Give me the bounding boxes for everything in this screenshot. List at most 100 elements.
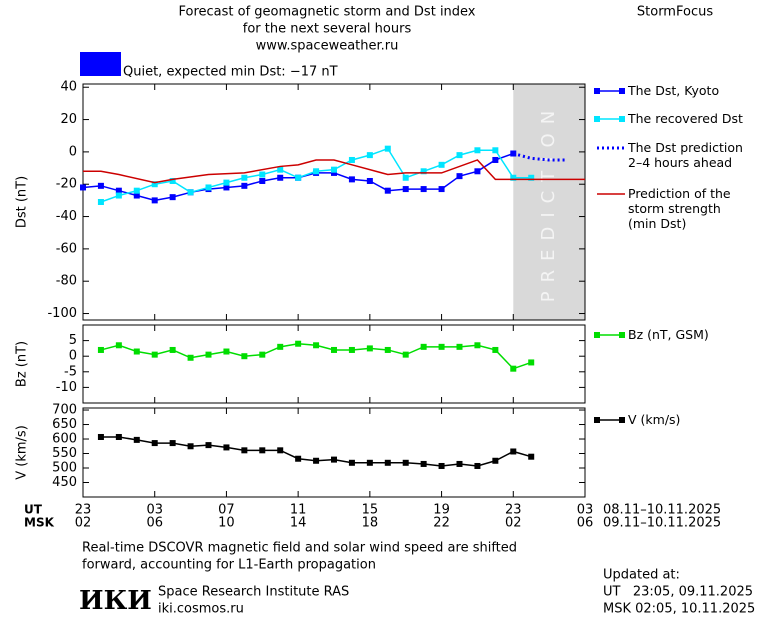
y-axis-title: Dst (nT) bbox=[15, 176, 30, 228]
marker bbox=[151, 197, 158, 204]
marker bbox=[187, 189, 194, 196]
marker bbox=[205, 184, 212, 191]
marker bbox=[295, 340, 302, 347]
marker bbox=[420, 343, 427, 350]
marker bbox=[169, 194, 176, 201]
marker bbox=[456, 152, 463, 159]
legend-marker bbox=[619, 332, 625, 338]
marker bbox=[241, 447, 248, 454]
marker bbox=[331, 169, 337, 176]
marker bbox=[259, 171, 266, 178]
title: for the next several hours bbox=[243, 22, 412, 37]
marker bbox=[528, 359, 535, 366]
y-tick-label: 0 bbox=[69, 349, 77, 364]
institute-url: iki.cosmos.ru bbox=[158, 602, 244, 617]
marker bbox=[115, 192, 122, 199]
marker bbox=[438, 161, 445, 168]
marker bbox=[402, 351, 409, 358]
y-tick-label: -60 bbox=[56, 241, 77, 256]
y-tick-label: 600 bbox=[52, 432, 77, 447]
y-axis-title: Bz (nT) bbox=[15, 341, 30, 387]
legend-marker bbox=[619, 116, 625, 122]
panel-frame bbox=[82, 324, 586, 404]
legend-label: The recovered Dst bbox=[628, 111, 743, 126]
date-range: 08.11–10.11.2025 bbox=[603, 503, 721, 518]
series-line bbox=[83, 159, 585, 184]
y-tick-label: 0 bbox=[69, 144, 77, 159]
y-tick-label: -20 bbox=[56, 177, 77, 192]
y-tick-label: -80 bbox=[56, 274, 77, 289]
legend-marker bbox=[594, 332, 600, 338]
marker bbox=[241, 182, 248, 189]
title: Forecast of geomagnetic storm and Dst in… bbox=[178, 5, 475, 20]
y-tick-label: 40 bbox=[60, 80, 77, 95]
marker bbox=[492, 346, 499, 353]
marker bbox=[384, 459, 391, 466]
marker bbox=[115, 433, 122, 440]
x-tick-label: 14 bbox=[290, 516, 307, 531]
x-tick-label: 06 bbox=[146, 516, 163, 531]
marker bbox=[438, 343, 445, 350]
panel-frame bbox=[82, 83, 586, 321]
marker bbox=[456, 343, 463, 350]
x-tick-label: 15 bbox=[362, 503, 379, 518]
marker bbox=[528, 453, 535, 460]
marker bbox=[241, 353, 248, 360]
marker bbox=[348, 346, 355, 353]
x-tick-label: 10 bbox=[218, 516, 235, 531]
marker bbox=[295, 455, 302, 462]
legend-marker bbox=[594, 116, 600, 122]
x-tick-label: 23 bbox=[75, 503, 92, 518]
x-tick-label: 07 bbox=[218, 503, 235, 518]
marker bbox=[133, 436, 140, 443]
marker bbox=[420, 168, 427, 175]
marker bbox=[366, 345, 373, 352]
marker bbox=[384, 145, 391, 152]
marker bbox=[474, 168, 481, 175]
x-tick-label: 18 bbox=[362, 516, 379, 531]
y-axis-title: V (km/s) bbox=[15, 425, 30, 480]
marker bbox=[331, 456, 337, 463]
legend-marker bbox=[619, 417, 625, 423]
updated-msk: MSK 02:05, 10.11.2025 bbox=[603, 602, 755, 617]
date-range: 09.11–10.11.2025 bbox=[603, 516, 721, 531]
marker bbox=[474, 147, 481, 154]
marker bbox=[151, 181, 158, 188]
marker bbox=[169, 440, 176, 447]
marker bbox=[277, 343, 284, 350]
marker bbox=[115, 187, 122, 194]
status-swatch bbox=[80, 52, 121, 76]
logo: ИКИ bbox=[79, 586, 152, 616]
y-tick-label: 500 bbox=[52, 461, 77, 476]
x-axis-title: UT bbox=[24, 503, 43, 517]
marker bbox=[313, 457, 320, 464]
marker bbox=[169, 346, 176, 353]
marker bbox=[295, 174, 302, 181]
marker bbox=[151, 440, 158, 447]
y-tick-label: 550 bbox=[52, 446, 77, 461]
status: Quiet, expected min Dst: −17 nT bbox=[123, 65, 338, 80]
legend-label: Bz (nT, GSM) bbox=[628, 327, 709, 342]
marker bbox=[223, 179, 230, 186]
marker bbox=[97, 346, 104, 353]
marker bbox=[169, 177, 176, 184]
marker bbox=[438, 186, 445, 193]
y-tick-label: -5 bbox=[64, 364, 77, 379]
x-tick-label: 23 bbox=[505, 503, 522, 518]
marker bbox=[331, 166, 337, 173]
y-tick-label: 5 bbox=[69, 333, 77, 348]
legend-label: V (km/s) bbox=[628, 412, 681, 427]
marker bbox=[205, 351, 212, 358]
brand: StormFocus bbox=[637, 5, 713, 20]
institute: Space Research Institute RAS bbox=[158, 585, 349, 600]
panel-frame bbox=[82, 407, 586, 498]
x-tick-label: 02 bbox=[505, 516, 522, 531]
marker bbox=[366, 152, 373, 159]
marker bbox=[133, 348, 140, 355]
marker bbox=[187, 354, 194, 361]
marker bbox=[510, 448, 517, 455]
x-tick-label: 03 bbox=[577, 503, 594, 518]
legend-label: The Dst prediction 2–4 hours ahead bbox=[628, 140, 743, 170]
marker bbox=[474, 462, 481, 469]
marker bbox=[259, 447, 266, 454]
